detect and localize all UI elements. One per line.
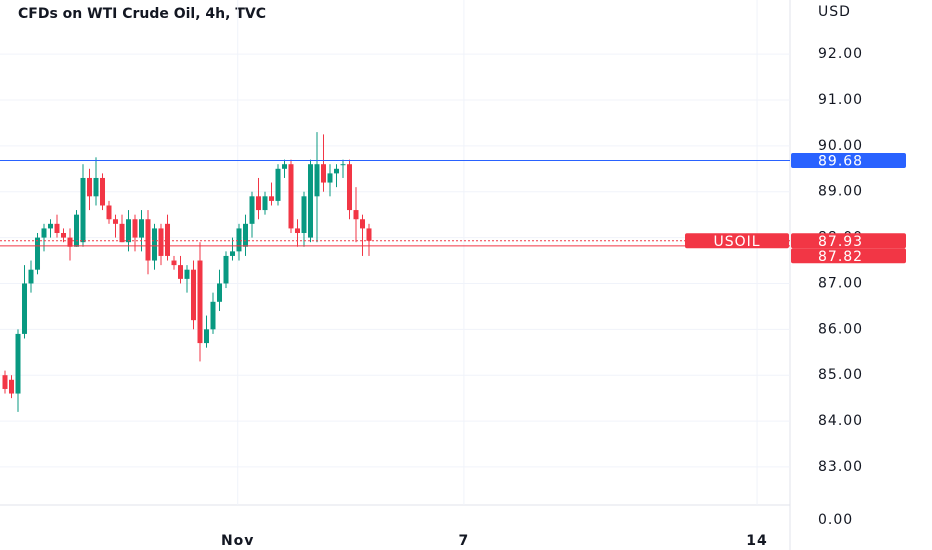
candle-body [61, 233, 67, 238]
price-tag [791, 248, 906, 264]
price-tag-label: 87.82 [818, 249, 863, 265]
candle-body [262, 196, 268, 211]
candle-body [321, 164, 327, 183]
candle-body [145, 219, 151, 261]
y-tick-label: 87.00 [818, 275, 863, 291]
candle-body [165, 223, 171, 256]
candle-body [366, 228, 372, 241]
candle-body [80, 177, 86, 243]
candle-body [28, 269, 34, 284]
y-tick-label: 90.00 [818, 138, 863, 154]
currency-label: USD [818, 4, 851, 20]
candle-body [334, 168, 340, 174]
candle-body [301, 196, 307, 234]
candle-body [275, 168, 281, 201]
candle-body [249, 196, 255, 224]
candle-body [288, 164, 294, 229]
candle-body [308, 164, 314, 238]
y-tick-label: 85.00 [818, 367, 863, 383]
price-tag-label: 87.93 [818, 234, 863, 250]
candle-body [119, 223, 125, 243]
candle-body [9, 379, 15, 394]
candle-body [230, 251, 236, 256]
candle-body [223, 255, 229, 284]
candle-body [314, 164, 320, 197]
candle-body [106, 205, 112, 220]
candle-body [204, 329, 210, 344]
candle-body [269, 196, 275, 201]
candle-body [347, 164, 353, 211]
candle-body [22, 283, 28, 334]
candle-body [126, 219, 132, 243]
candle-body [48, 223, 54, 229]
candle-body [184, 269, 190, 279]
candle-body [360, 219, 366, 229]
candle-body [295, 228, 301, 234]
candle-body [197, 260, 203, 344]
candle-body [93, 177, 99, 197]
candle-body [54, 223, 60, 234]
y-tick-label: 84.00 [818, 413, 863, 429]
y-tick-label: 86.00 [818, 321, 863, 337]
price-tag [791, 233, 906, 249]
x-tick-label: Nov [221, 533, 254, 549]
series-tag-label: USOIL [713, 234, 760, 250]
candle-body [113, 219, 119, 224]
candle-body [191, 269, 197, 321]
chart-title: CFDs on WTI Crude Oil, 4h, TVC [18, 6, 266, 22]
candle-body [171, 260, 177, 266]
candle-body [87, 177, 93, 197]
candle-body [256, 196, 262, 211]
candle-body [217, 283, 223, 302]
price-tag-label: 89.68 [818, 154, 863, 170]
y-tick-label: 0.00 [818, 512, 853, 528]
candle-body [282, 164, 288, 169]
candle-body [243, 223, 249, 247]
candle-body [236, 228, 242, 252]
x-tick-label: 14 [746, 533, 767, 549]
x-tick-label: 7 [459, 533, 470, 549]
candle-body [327, 173, 333, 183]
candle-body [67, 237, 73, 247]
price-tag [791, 153, 906, 169]
candle-body [353, 210, 359, 220]
series-tag [685, 233, 789, 249]
y-tick-label: 89.00 [818, 184, 863, 200]
candle-body [74, 214, 80, 247]
candle-body [100, 177, 106, 206]
candle-body [178, 265, 184, 279]
candle-body [41, 228, 47, 238]
candle-body [15, 333, 21, 394]
candle-body [139, 219, 145, 238]
candle-body [340, 164, 346, 166]
candle-body [2, 375, 8, 389]
candle-body [35, 237, 41, 270]
y-tick-label: 83.00 [818, 459, 863, 475]
candle-body [132, 219, 138, 238]
candle-body [158, 228, 164, 256]
candle-body [152, 228, 158, 261]
candle-body [210, 301, 216, 330]
y-tick-label: 91.00 [818, 92, 863, 108]
y-tick-label: 92.00 [818, 46, 863, 62]
